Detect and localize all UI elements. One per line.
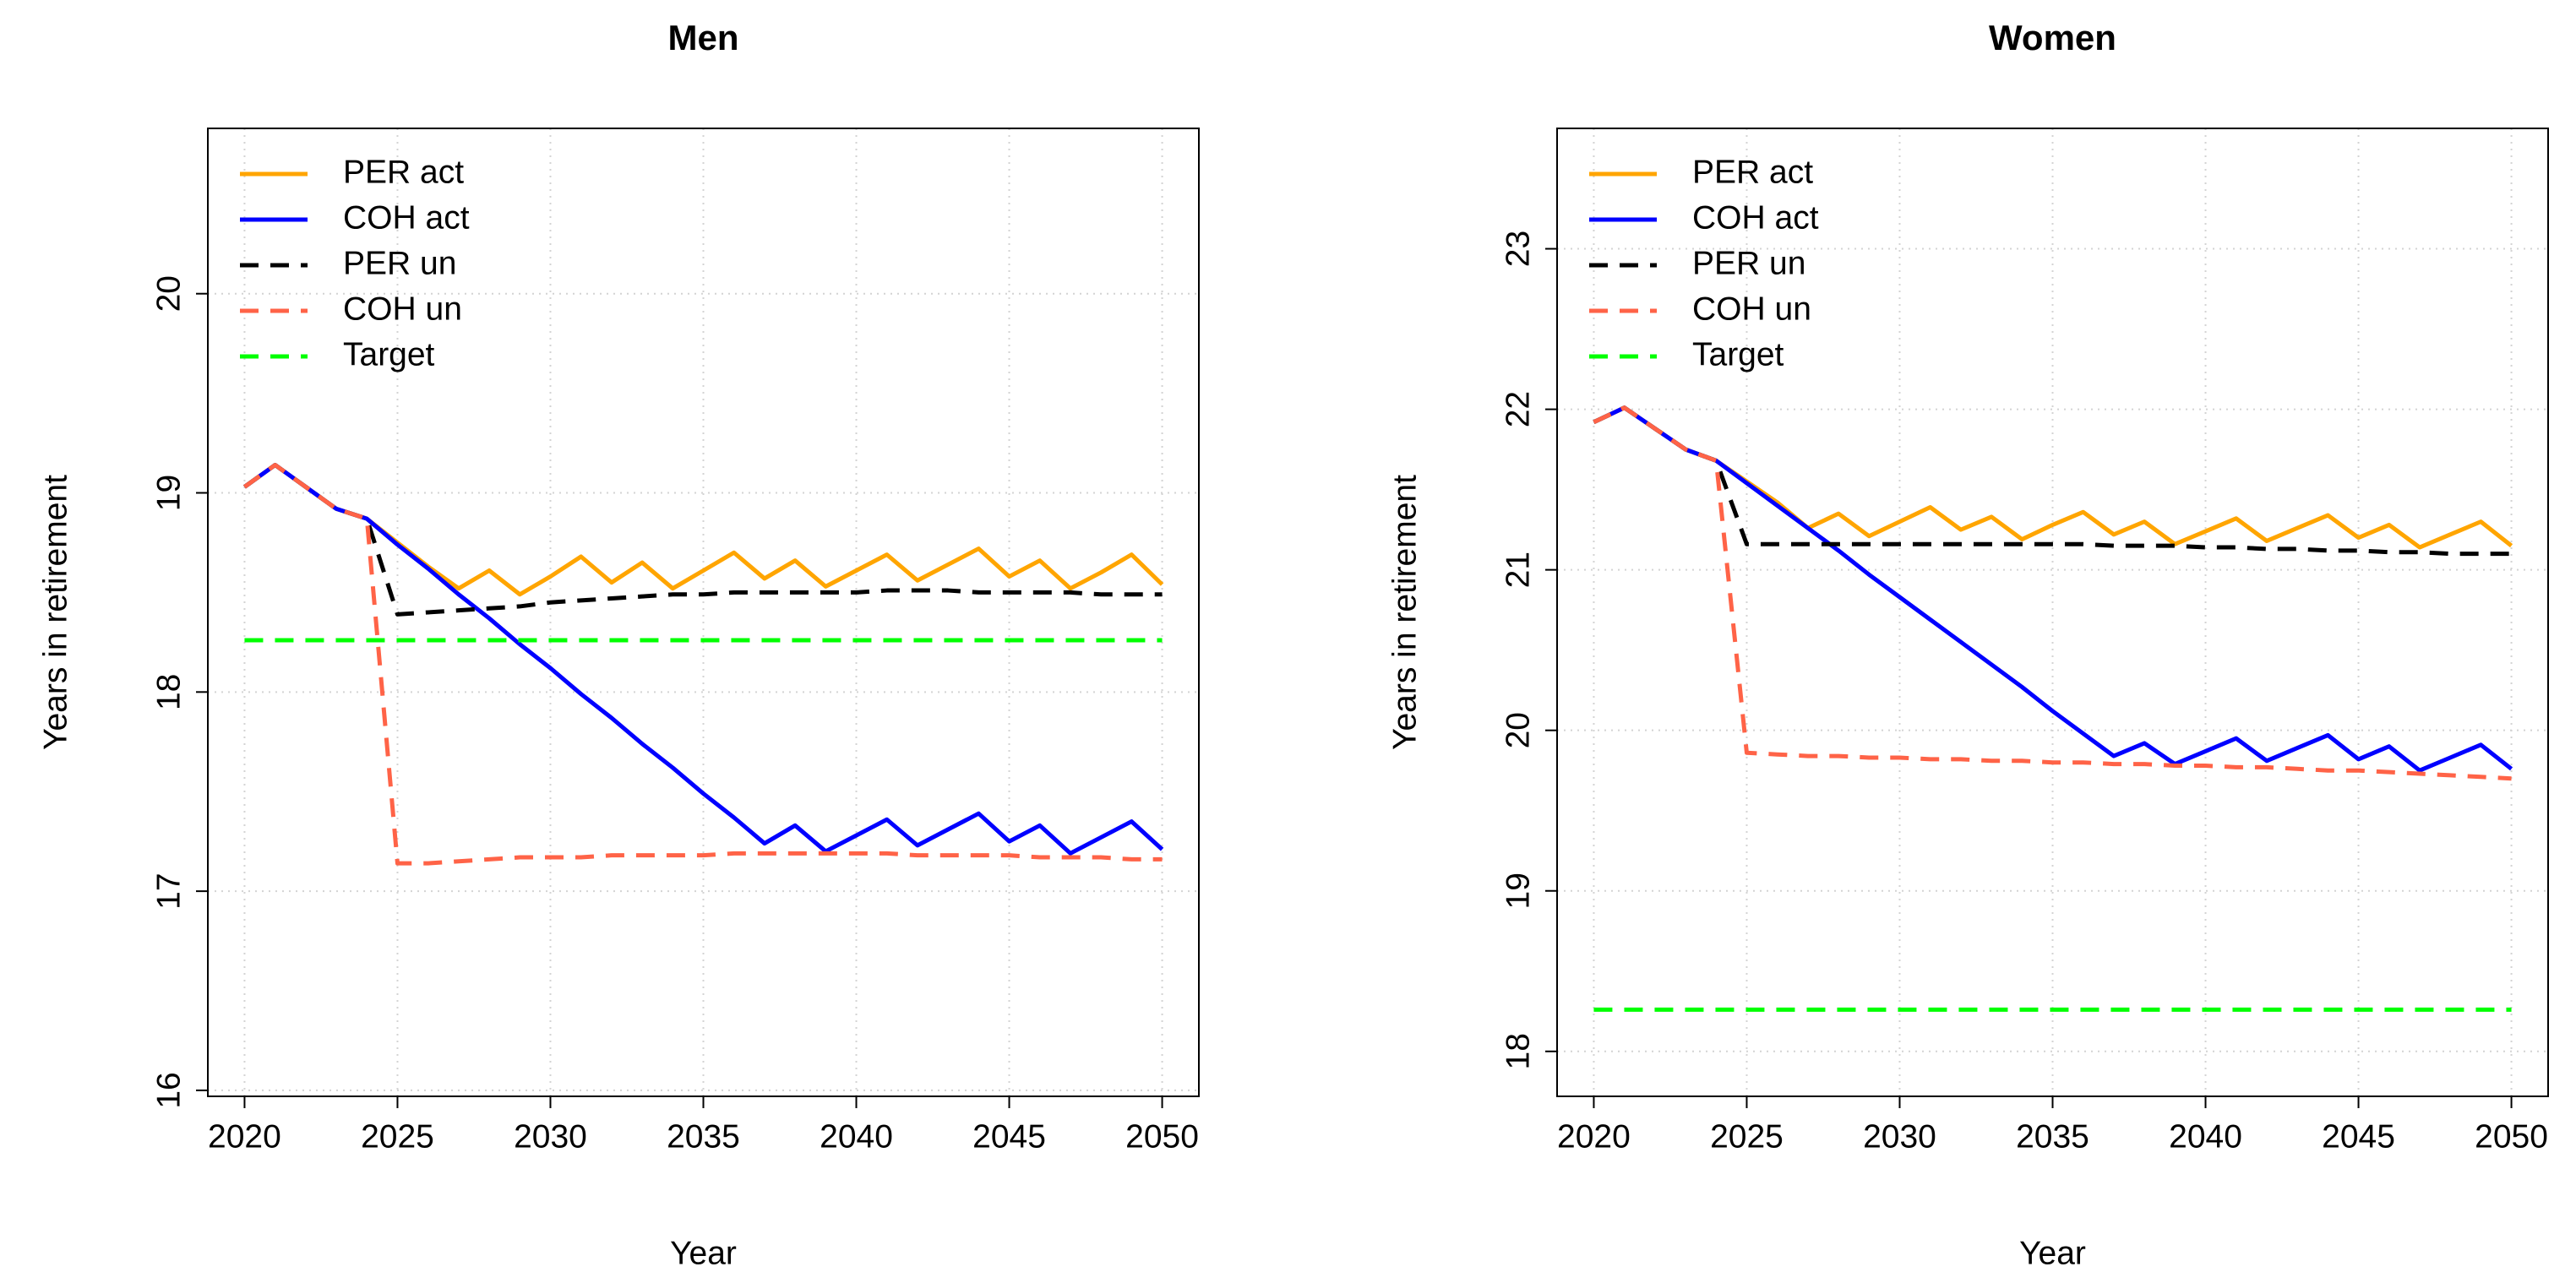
- legend-label: COH act: [343, 199, 470, 236]
- chart-title: Men: [668, 18, 739, 57]
- y-axis-label: Years in retirement: [1386, 475, 1423, 750]
- legend: PER act COH act PER un COH un Target: [240, 154, 470, 372]
- legend-label: PER un: [1692, 245, 1805, 281]
- x-axis-label: Year: [2019, 1235, 2086, 1271]
- legend-label: PER act: [343, 154, 464, 190]
- x-tick-label: 2030: [1863, 1118, 1936, 1155]
- plot-frame: [1556, 128, 2549, 1097]
- legend-label: COH un: [343, 291, 462, 327]
- x-tick-label: 2025: [361, 1118, 434, 1155]
- series-line: [242, 463, 1164, 856]
- x-tick-label: 2020: [208, 1118, 281, 1155]
- y-tick-label: 17: [150, 873, 187, 909]
- x-tick-label: 2045: [972, 1118, 1046, 1155]
- y-tick-label: 18: [150, 674, 187, 710]
- legend-label: COH un: [1692, 291, 1811, 327]
- series-line: [242, 463, 1163, 866]
- y-axis-label: Years in retirement: [37, 475, 74, 750]
- series-line: [242, 463, 1163, 617]
- series-line: [1593, 405, 2513, 550]
- y-tick-label: 23: [1500, 231, 1536, 267]
- x-tick-label: 2020: [1557, 1118, 1631, 1155]
- y-tick-label: 20: [150, 275, 187, 312]
- series-line: [1593, 405, 2513, 773]
- x-tick-label: 2035: [2016, 1118, 2089, 1155]
- x-tick-label: 2040: [2169, 1118, 2242, 1155]
- legend-label: Target: [343, 336, 435, 372]
- legend: PER act COH act PER un COH un Target: [1589, 154, 1819, 372]
- legend-label: Target: [1692, 336, 1784, 372]
- x-tick-label: 2050: [1125, 1118, 1199, 1155]
- panel: Women Year Years in retirement 2020 2025 2030…: [1386, 18, 2549, 1271]
- x-tick-label: 2030: [514, 1118, 587, 1155]
- legend-label: PER act: [1692, 154, 1813, 190]
- y-tick-label: 22: [1500, 391, 1536, 427]
- y-tick-label: 20: [1500, 712, 1536, 748]
- legend-label: COH act: [1692, 199, 1819, 236]
- x-tick-label: 2040: [820, 1118, 893, 1155]
- y-tick-label: 16: [150, 1072, 187, 1108]
- x-axis-label: Year: [670, 1235, 737, 1271]
- chart-title: Women: [1989, 18, 2116, 57]
- y-tick-label: 19: [150, 475, 187, 511]
- x-tick-label: 2025: [1710, 1118, 1784, 1155]
- panel: Men Year Years in retirement 2020 2025 2030 20…: [37, 18, 1200, 1271]
- y-tick-label: 21: [1500, 552, 1536, 588]
- y-tick-label: 19: [1500, 873, 1536, 909]
- y-tick-label: 18: [1500, 1033, 1536, 1069]
- plot-frame: [207, 128, 1200, 1097]
- x-tick-label: 2045: [2322, 1118, 2395, 1155]
- x-tick-label: 2035: [667, 1118, 740, 1155]
- series-line: [1593, 405, 2512, 781]
- x-tick-label: 2050: [2475, 1118, 2548, 1155]
- series-line: [1593, 405, 2512, 557]
- legend-label: PER un: [343, 245, 456, 281]
